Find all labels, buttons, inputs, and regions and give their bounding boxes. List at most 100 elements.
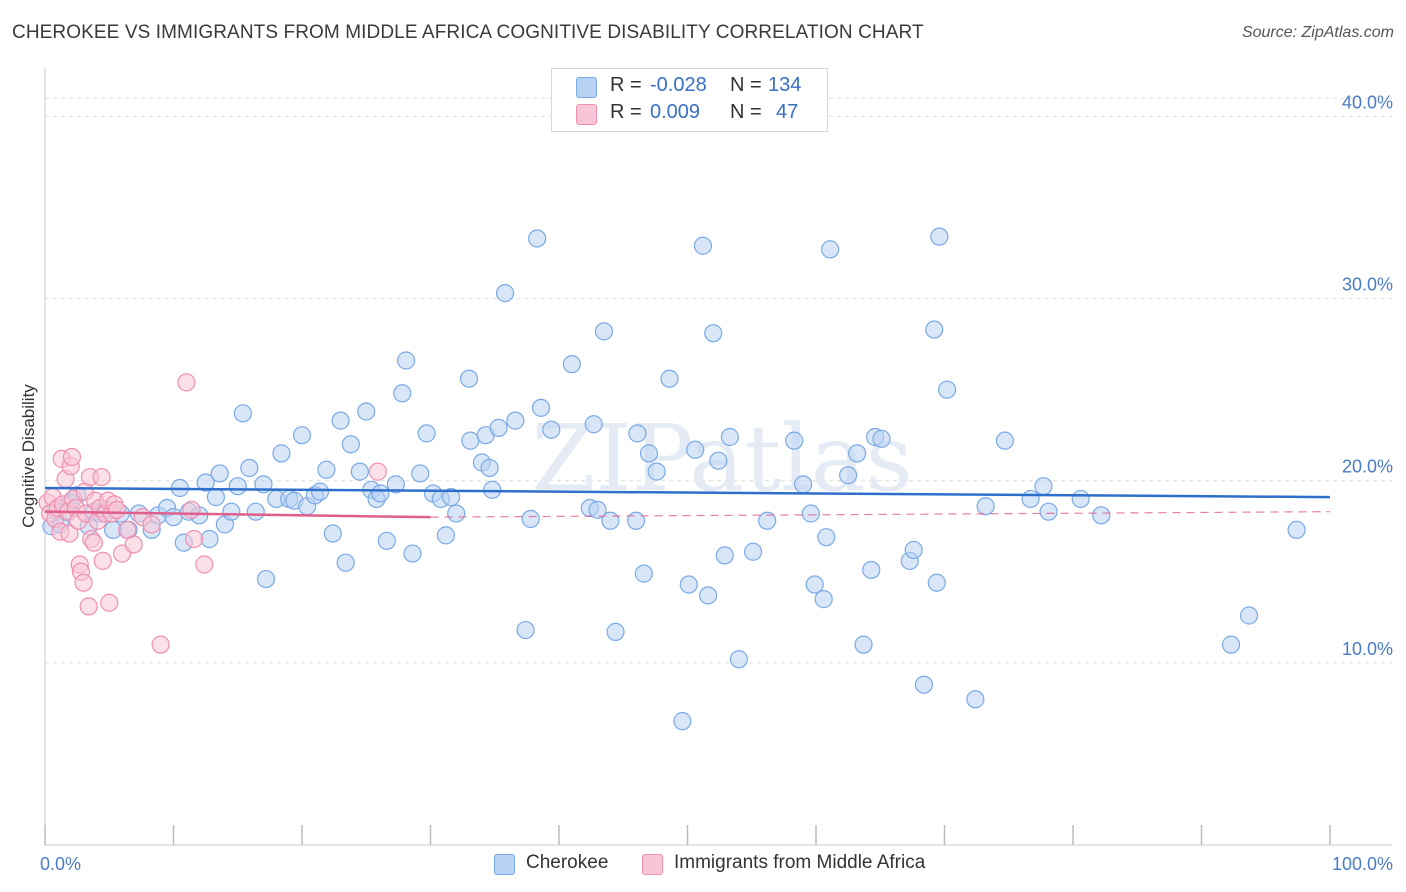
cherokee-point: [679, 575, 698, 594]
cherokee-point: [228, 477, 247, 496]
cherokee-point: [817, 528, 836, 547]
middle-africa-point: [93, 551, 112, 570]
cherokee-point: [233, 404, 252, 423]
cherokee-point: [403, 544, 422, 563]
cherokee-point: [1071, 489, 1090, 509]
cherokee-point: [357, 402, 376, 421]
x-tick-label: 0.0%: [40, 854, 81, 874]
cherokee-point: [331, 411, 350, 430]
middle-africa-trend-line: [44, 510, 431, 519]
cherokee-point: [862, 560, 881, 580]
middle-africa-point: [182, 500, 201, 519]
legend-label: Cherokee: [526, 852, 609, 873]
cherokee-point: [925, 320, 944, 339]
cherokee-point: [794, 475, 813, 494]
cherokee-point: [310, 482, 330, 501]
cherokee-point: [222, 502, 241, 521]
cherokee-point: [447, 504, 466, 523]
cherokee-point: [720, 427, 740, 447]
cherokee-point: [966, 690, 985, 709]
middle-africa-point: [92, 467, 111, 487]
cherokee-point: [594, 322, 614, 341]
r-label: R =: [610, 101, 642, 123]
cherokee-point: [386, 475, 405, 494]
cherokee-point: [336, 553, 355, 572]
legend-row-middle-africa: R = 0.009 N = 47: [552, 101, 827, 127]
cherokee-point: [489, 418, 508, 437]
cherokee-point: [411, 464, 430, 483]
cherokee-point: [854, 635, 873, 654]
x-tick-label: 100.0%: [1332, 854, 1393, 874]
cherokee-point: [1034, 477, 1053, 496]
middle-africa-point: [195, 555, 214, 574]
middle-africa-point: [62, 447, 82, 467]
n-value: 47: [776, 101, 799, 123]
x-tick-labels: 0.0% 100.0%: [40, 854, 1393, 874]
r-label: R =: [610, 74, 642, 96]
chart-title: CHEROKEE VS IMMIGRANTS FROM MIDDLE AFRIC…: [12, 22, 924, 43]
legend-swatch-blue: [494, 854, 515, 875]
cherokee-point: [531, 398, 551, 417]
middle-africa-point: [124, 535, 143, 554]
legend-row-cherokee: R = -0.028 N = 134: [552, 74, 827, 100]
trend-lines: [44, 486, 1331, 519]
axes: [44, 68, 1392, 846]
legend-label: Immigrants from Middle Africa: [674, 852, 926, 873]
cherokee-point: [821, 240, 840, 259]
cherokee-point: [686, 440, 705, 459]
cherokee-point: [693, 236, 713, 255]
cherokee-point: [814, 590, 833, 609]
cherokee-point: [240, 458, 259, 478]
cherokee-point: [317, 460, 336, 479]
middle-africa-point: [177, 373, 196, 392]
source-credit: Source: ZipAtlas.com: [1241, 24, 1394, 41]
cherokee-point: [606, 622, 625, 641]
cherokee-point: [639, 444, 659, 463]
cherokee-point: [848, 444, 867, 463]
cherokee-point: [542, 420, 561, 439]
cherokee-point: [628, 424, 647, 443]
cherokee-point: [521, 509, 540, 529]
middle-africa-trend-extension: [430, 511, 1331, 518]
cherokee-point: [801, 504, 820, 523]
cherokee-point: [341, 435, 360, 454]
grid-lines: [45, 97, 1392, 664]
cherokee-point: [246, 502, 265, 521]
middle-africa-point: [107, 500, 127, 519]
cherokee-point: [914, 675, 934, 694]
r-value: 0.009: [650, 101, 701, 123]
cherokee-point: [601, 511, 620, 530]
cherokee-point: [729, 650, 749, 669]
n-label: N =: [730, 74, 762, 96]
cherokee-point: [371, 484, 390, 503]
legend-swatch-pink: [642, 854, 663, 875]
cherokee-point: [1239, 606, 1259, 625]
cherokee-point: [528, 229, 547, 248]
middle-africa-point: [151, 635, 170, 654]
cherokee-point: [805, 575, 824, 594]
cherokee-point: [495, 284, 515, 303]
cherokee-point: [758, 511, 777, 530]
cherokee-point: [698, 586, 718, 605]
cherokee-point: [937, 380, 957, 399]
cherokee-point: [436, 526, 456, 545]
cherokee-point: [839, 466, 858, 485]
cherokee-point: [588, 500, 607, 519]
cherokee-point: [785, 431, 804, 450]
y-tick-label: 20.0%: [1342, 457, 1393, 477]
y-tick-label: 10.0%: [1342, 639, 1393, 659]
cherokee-point: [976, 497, 995, 516]
middle-africa-point: [84, 533, 103, 552]
middle-africa-point: [368, 462, 387, 481]
cherokee-point: [441, 488, 461, 507]
cherokee-point: [1039, 502, 1058, 521]
y-tick-labels: 10.0% 20.0% 30.0% 40.0%: [1342, 92, 1393, 658]
cherokee-point: [196, 473, 215, 492]
cherokee-point: [417, 424, 436, 443]
middle-africa-points: [38, 373, 387, 654]
cherokee-point: [660, 369, 679, 388]
cherokee-point: [206, 488, 226, 507]
cherokee-point: [647, 462, 666, 481]
cherokee-point: [516, 620, 535, 640]
